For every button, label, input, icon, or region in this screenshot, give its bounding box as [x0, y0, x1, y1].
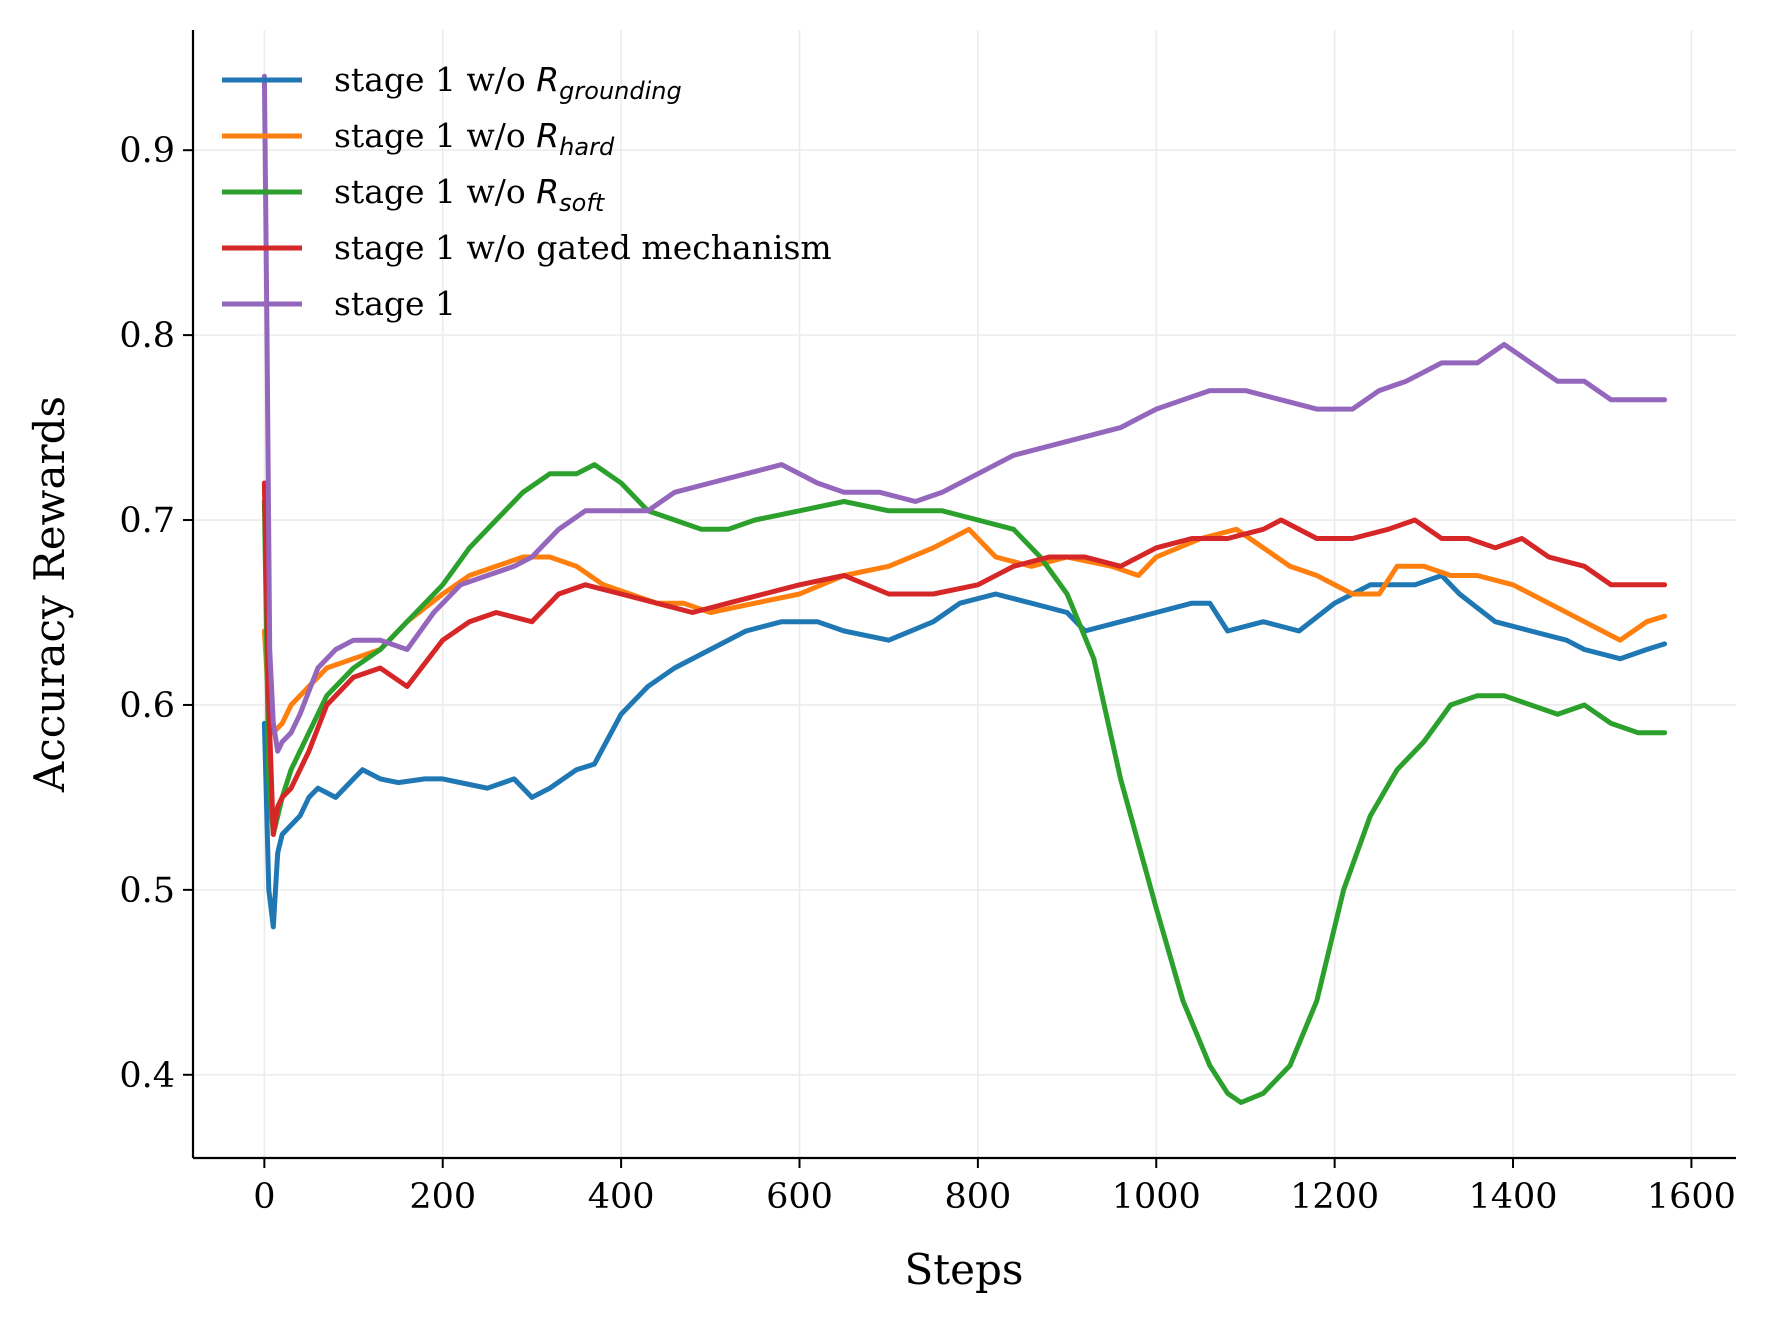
y-tick-label: 0.9 [119, 131, 175, 171]
x-tick-label: 800 [944, 1177, 1011, 1217]
x-tick-label: 400 [588, 1177, 655, 1217]
series-lines [261, 73, 1668, 1105]
series-line-stage-1 [261, 73, 1668, 754]
ticks: 0 200 400 600 800 1000 1200 1400 1600 0.4 0.5 0.6 0.… [119, 131, 1736, 1217]
y-tick-label: 0.7 [119, 501, 175, 541]
y-tick-label: 0.5 [119, 871, 175, 911]
y-tick-label: 0.6 [119, 686, 175, 726]
x-tick-label: 200 [409, 1177, 476, 1217]
axes [191, 30, 1736, 1160]
legend-label-stage-1-w-o-gated-mechanism: stage 1 w/o gated mechanism [334, 228, 832, 267]
legend-label-stage-1-w-o-r-grounding: stage 1 w/o Rgrounding [334, 60, 682, 105]
x-tick-label: 1400 [1468, 1177, 1557, 1217]
x-tick-label: 1600 [1647, 1177, 1736, 1217]
x-tick-label: 0 [253, 1177, 275, 1217]
legend: stage 1 w/o Rgrounding stage 1 w/o Rhard s… [222, 60, 832, 323]
series-line-stage-1-w-o-r-grounding [261, 573, 1668, 930]
x-tick-label: 1000 [1112, 1177, 1201, 1217]
legend-label-stage-1: stage 1 [334, 284, 456, 323]
x-tick-label: 600 [766, 1177, 833, 1217]
legend-label-stage-1-w-o-r-hard: stage 1 w/o Rhard [334, 116, 615, 161]
legend-label-stage-1-w-o-r-soft: stage 1 w/o Rsoft [334, 172, 606, 217]
y-tick-label: 0.8 [119, 316, 175, 356]
x-tick-label: 1200 [1290, 1177, 1379, 1217]
y-tick-label: 0.4 [119, 1056, 175, 1096]
series-line-stage-1-w-o-gated-mechanism [261, 480, 1668, 837]
grid [193, 30, 1736, 1158]
y-axis-label: Accuracy Rewards [25, 396, 74, 793]
series-line-stage-1-w-o-r-soft [261, 462, 1668, 1105]
x-axis-label: Steps [905, 1245, 1024, 1294]
